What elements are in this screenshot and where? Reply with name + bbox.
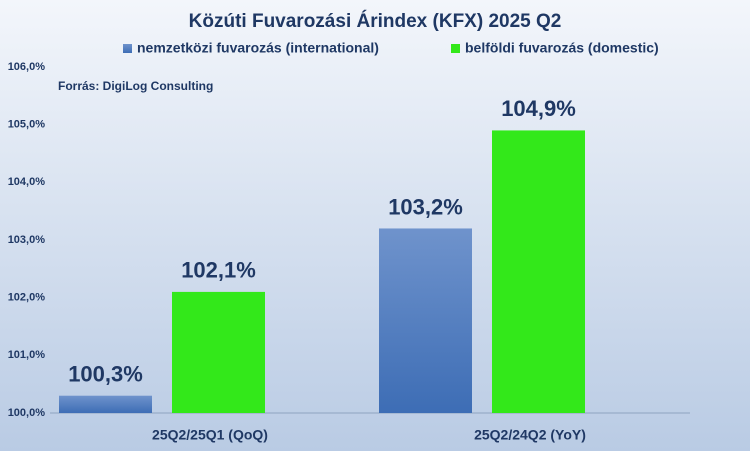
y-tick-label: 102,0% <box>8 292 46 304</box>
source-note: Forrás: DigiLog Consulting <box>58 79 213 93</box>
y-tick-label: 106,0% <box>8 61 46 73</box>
bar <box>379 228 472 413</box>
value-label: 104,9% <box>501 96 576 121</box>
bar <box>172 291 265 413</box>
chart-title: Közúti Fuvarozási Árindex (KFX) 2025 Q2 <box>189 10 562 32</box>
x-tick-label: 25Q2/25Q1 (QoQ) <box>152 427 268 443</box>
legend-swatch <box>451 44 460 53</box>
value-label: 103,2% <box>388 194 463 219</box>
value-label: 100,3% <box>68 362 143 387</box>
x-tick-label: 25Q2/24Q2 (YoY) <box>474 427 586 443</box>
y-tick-label: 105,0% <box>8 119 46 131</box>
value-label: 102,1% <box>181 258 256 283</box>
y-tick-label: 103,0% <box>8 234 46 246</box>
bar <box>492 130 585 413</box>
y-tick-label: 104,0% <box>8 176 46 188</box>
bar <box>59 395 152 413</box>
legend-swatch <box>123 44 132 53</box>
legend-label: belföldi fuvarozás (domestic) <box>465 40 659 56</box>
y-tick-label: 100,0% <box>8 407 46 419</box>
y-tick-label: 101,0% <box>8 349 46 361</box>
legend-label: nemzetközi fuvarozás (international) <box>137 40 379 56</box>
